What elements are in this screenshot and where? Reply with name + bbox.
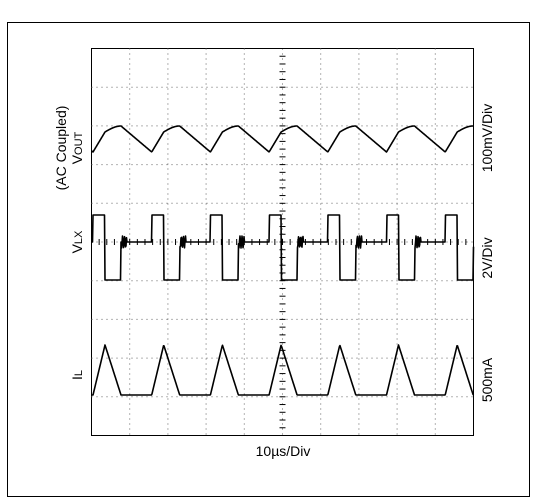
trace-label: VLX (69, 230, 85, 253)
trace-subscript: OUT (73, 131, 85, 155)
il-trace (91, 344, 475, 396)
trace-scale: 100mV/Div (479, 104, 495, 172)
trace-label: IL (69, 370, 85, 380)
waveforms (90, 125, 475, 396)
trace-scale: 2V/Div (479, 237, 495, 278)
trace-subscript: L (73, 370, 85, 376)
trace-symbol: V (69, 243, 85, 253)
frame (7, 22, 530, 497)
time-scale: 10µs/Div (256, 443, 311, 459)
trace-symbol: V (69, 154, 85, 164)
trace-label: VOUT (69, 131, 85, 164)
vout-trace (90, 125, 474, 153)
vlx-trace (91, 214, 475, 281)
trace-symbol: I (69, 376, 85, 380)
trace-subscript: LX (73, 230, 85, 244)
trace-scale: 500mA (479, 357, 495, 402)
trace-note: (AC Coupled) (53, 106, 69, 191)
